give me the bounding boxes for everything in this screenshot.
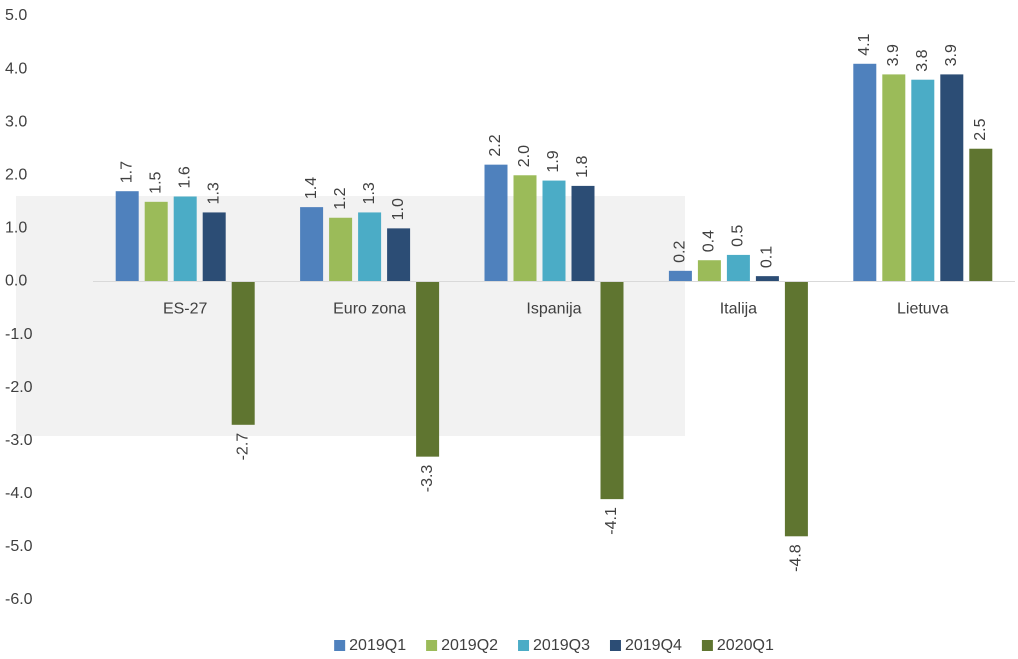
value-label: 0.1 bbox=[759, 246, 776, 268]
y-tick-label: 3.0 bbox=[5, 113, 27, 130]
y-tick-label: 2.0 bbox=[5, 166, 27, 183]
bar bbox=[940, 74, 964, 282]
y-tick-label: 4.0 bbox=[5, 60, 27, 77]
bar bbox=[784, 281, 808, 537]
legend-swatch bbox=[426, 640, 438, 651]
value-label: 2.0 bbox=[516, 145, 533, 167]
y-tick-label: 1.0 bbox=[5, 220, 27, 237]
value-label: 1.3 bbox=[361, 182, 378, 204]
value-label: 3.9 bbox=[885, 44, 902, 66]
value-label: 1.7 bbox=[118, 161, 135, 183]
bar bbox=[387, 228, 411, 282]
value-label: 2.2 bbox=[487, 134, 504, 156]
value-label: 1.6 bbox=[176, 166, 193, 188]
bar bbox=[115, 191, 139, 282]
bar bbox=[513, 175, 537, 282]
bar bbox=[668, 270, 692, 282]
x-tick-label: Euro zona bbox=[333, 301, 406, 318]
legend-swatch bbox=[701, 640, 713, 651]
bar bbox=[329, 217, 353, 282]
bar bbox=[571, 185, 595, 282]
legend-label: 2020Q1 bbox=[717, 637, 774, 654]
y-tick-label: -6.0 bbox=[5, 591, 33, 608]
legend-swatch bbox=[518, 640, 530, 651]
bar bbox=[882, 74, 906, 282]
bar bbox=[144, 201, 168, 282]
value-label: -3.3 bbox=[419, 465, 436, 493]
bar bbox=[358, 212, 382, 282]
bar bbox=[416, 281, 440, 457]
value-label: -2.7 bbox=[234, 433, 251, 461]
bar bbox=[542, 180, 566, 282]
bar bbox=[726, 254, 750, 282]
value-label: 1.8 bbox=[574, 156, 591, 178]
value-label: 1.3 bbox=[205, 182, 222, 204]
value-label: 4.1 bbox=[856, 33, 873, 55]
bar bbox=[755, 276, 779, 282]
bar bbox=[202, 212, 226, 282]
legend-swatch bbox=[609, 640, 621, 651]
legend-label: 2019Q4 bbox=[625, 637, 682, 654]
bar bbox=[484, 164, 508, 282]
y-tick-label: -3.0 bbox=[5, 432, 33, 449]
bar bbox=[853, 63, 877, 282]
y-tick-label: -2.0 bbox=[5, 379, 33, 396]
bar bbox=[231, 281, 255, 425]
y-tick-label: 5.0 bbox=[5, 7, 27, 24]
bar bbox=[969, 148, 993, 282]
value-label: 0.4 bbox=[701, 230, 718, 252]
legend-label: 2019Q1 bbox=[349, 637, 406, 654]
x-tick-label: Lietuva bbox=[897, 301, 949, 318]
legend-label: 2019Q2 bbox=[441, 637, 498, 654]
value-label: 0.2 bbox=[672, 240, 689, 262]
y-tick-label: -5.0 bbox=[5, 538, 33, 555]
value-label: 3.9 bbox=[943, 44, 960, 66]
legend-swatch bbox=[334, 640, 346, 651]
value-label: 3.8 bbox=[914, 49, 931, 71]
x-tick-label: ES-27 bbox=[163, 301, 208, 318]
y-tick-label: 0.0 bbox=[5, 273, 27, 290]
x-tick-label: Ispanija bbox=[526, 301, 581, 318]
value-label: 1.5 bbox=[147, 171, 164, 193]
bar bbox=[173, 196, 197, 282]
x-tick-label: Italija bbox=[720, 301, 757, 318]
y-tick-label: -4.0 bbox=[5, 485, 33, 502]
bar bbox=[300, 207, 324, 282]
bar bbox=[600, 281, 624, 500]
value-label: 1.4 bbox=[303, 177, 320, 199]
value-label: 0.5 bbox=[730, 225, 747, 247]
legend-label: 2019Q3 bbox=[533, 637, 590, 654]
value-label: 2.5 bbox=[972, 118, 989, 140]
value-label: -4.1 bbox=[603, 507, 620, 535]
value-label: -4.8 bbox=[788, 544, 805, 572]
value-label: 1.9 bbox=[545, 150, 562, 172]
y-tick-label: -1.0 bbox=[5, 326, 33, 343]
bar bbox=[911, 79, 935, 282]
bar bbox=[697, 260, 721, 282]
value-label: 1.2 bbox=[332, 187, 349, 209]
value-label: 1.0 bbox=[390, 198, 407, 220]
